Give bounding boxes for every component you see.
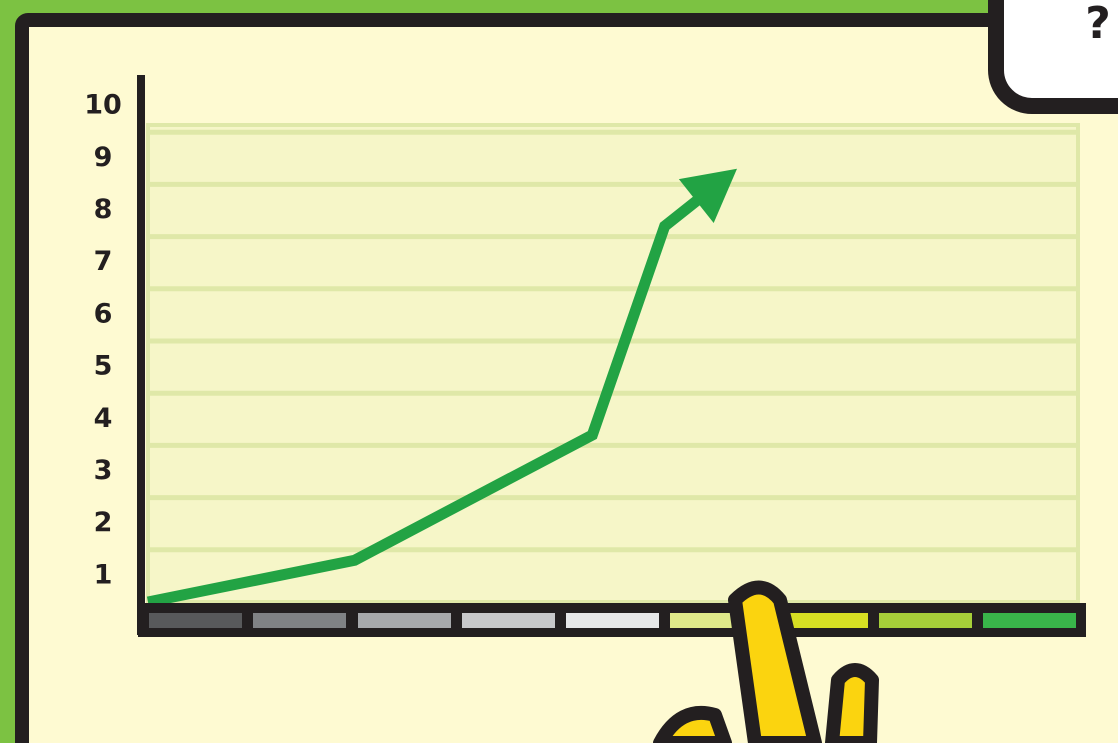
y-tick-label: 6 bbox=[94, 298, 113, 329]
y-axis bbox=[137, 75, 145, 635]
y-tick-label: 10 bbox=[84, 90, 122, 121]
y-tick-label: 3 bbox=[94, 455, 113, 486]
y-tick-label: 4 bbox=[94, 403, 113, 434]
y-tick-label: 7 bbox=[94, 246, 113, 277]
axis-segment bbox=[983, 613, 1076, 628]
y-tick-label: 5 bbox=[94, 351, 113, 382]
help-button-label[interactable]: ? bbox=[1085, 0, 1111, 49]
x-axis-bar bbox=[138, 603, 1086, 637]
y-tick-label: 9 bbox=[94, 142, 113, 173]
y-tick-label: 2 bbox=[94, 507, 113, 538]
axis-segment bbox=[253, 613, 346, 628]
axis-segment bbox=[879, 613, 972, 628]
axis-segment bbox=[358, 613, 451, 628]
help-button[interactable]: ? bbox=[996, 0, 1118, 106]
axis-segment bbox=[566, 613, 659, 628]
axis-segment bbox=[462, 613, 555, 628]
y-tick-label: 1 bbox=[94, 559, 113, 590]
screen: ? 1 2 3 4 5 6 7 8 9 10 bbox=[0, 0, 1118, 743]
y-tick-label: 8 bbox=[94, 194, 113, 225]
axis-segment bbox=[149, 613, 242, 628]
plot: 1 2 3 4 5 6 7 8 9 10 bbox=[84, 90, 1078, 602]
